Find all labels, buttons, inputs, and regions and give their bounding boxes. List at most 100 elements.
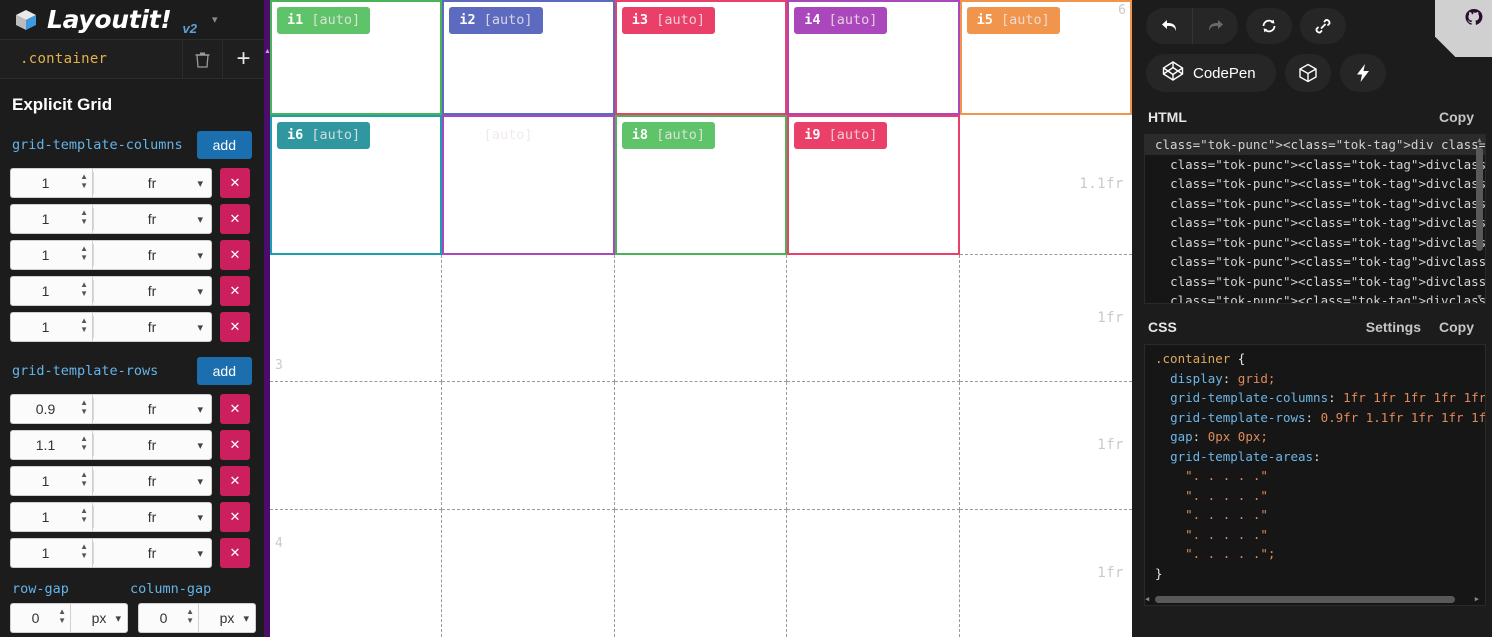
github-corner[interactable]	[1435, 0, 1492, 57]
spinner-arrows-icon[interactable]: ▲ ▼	[80, 244, 88, 262]
grid-item-badge[interactable]: i7 [auto]	[459, 126, 533, 143]
grid-item-i4[interactable]: i4 [auto]	[787, 0, 960, 115]
add-column-button[interactable]: add	[196, 131, 252, 159]
column-track-value[interactable]	[11, 313, 92, 341]
scroll-down-icon[interactable]: ▼	[1477, 293, 1482, 301]
grid-cell[interactable]	[442, 382, 615, 510]
row-gap-unit-select[interactable]: px ▾	[70, 603, 128, 633]
css-copy-button[interactable]: Copy	[1439, 319, 1474, 335]
html-code-line[interactable]: class="tok-punc"><class="tok-tag">divcla…	[1170, 293, 1486, 304]
column-gap-value[interactable]	[139, 604, 198, 632]
css-h-scrollbar[interactable]: ◀ ▶	[1145, 595, 1479, 603]
grid-cell[interactable]	[614, 382, 788, 510]
html-scroll-thumb[interactable]	[1476, 147, 1483, 251]
grid-item-badge[interactable]: i3 [auto]	[621, 7, 715, 34]
grid-cell[interactable]: 1fr	[960, 510, 1132, 637]
grid-cell[interactable]	[787, 509, 960, 637]
html-code-line[interactable]: class="tok-punc"><class="tok-tag">divcla…	[1170, 234, 1486, 250]
column-track-value-input[interactable]: ▲▼	[10, 276, 92, 306]
link-icon[interactable]	[1300, 8, 1346, 44]
grid-item-i7[interactable]: i7 [auto]	[442, 114, 615, 255]
redo-arrow-icon[interactable]	[1192, 8, 1238, 44]
row-track-value[interactable]	[11, 503, 92, 531]
spinner-arrows-icon[interactable]: ▲ ▼	[80, 542, 88, 560]
column-track-unit-select[interactable]: fr ▾	[92, 168, 212, 198]
spinner-arrows-icon[interactable]: ▲ ▼	[80, 398, 88, 416]
html-code-line[interactable]: class="tok-punc"><class="tok-tag">div cl…	[1145, 135, 1485, 155]
plus-icon[interactable]: +	[222, 40, 264, 78]
column-track-remove-button[interactable]: ✕	[220, 240, 250, 270]
column-track-remove-button[interactable]: ✕	[220, 276, 250, 306]
html-code-line[interactable]: class="tok-punc"><class="tok-tag">divcla…	[1170, 156, 1486, 172]
grid-item-badge[interactable]: i5 [auto]	[966, 7, 1060, 34]
grid-item-badge[interactable]: i1 [auto]	[277, 7, 371, 34]
column-track-value-input[interactable]: ▲▼	[10, 312, 92, 342]
css-scroll-thumb[interactable]	[1155, 596, 1455, 603]
column-track-value-input[interactable]: ▲▼	[10, 204, 92, 234]
html-code-line[interactable]: class="tok-punc"><class="tok-tag">divcla…	[1170, 176, 1486, 191]
grid-item-badge[interactable]: i9 [auto]	[794, 121, 888, 149]
grid-cell[interactable]: 1.1fr	[959, 115, 1132, 255]
sidebar-resize-rail[interactable]	[264, 0, 270, 637]
css-code-editor[interactable]: .container { display: grid; grid-templat…	[1144, 344, 1486, 606]
grid-cell[interactable]	[270, 254, 443, 383]
css-code-line[interactable]: ". . . . ."	[1155, 526, 1268, 542]
row-track-value-input[interactable]: ▲▼	[10, 430, 92, 460]
grid-item-badge[interactable]: i8 [auto]	[621, 121, 715, 149]
grid-item-i3[interactable]: i3 [auto]	[614, 0, 788, 115]
row-gap-value[interactable]	[11, 604, 70, 632]
scroll-up-icon[interactable]: ▲	[1477, 136, 1482, 144]
rail-collapse-icon[interactable]: ▲	[264, 48, 271, 55]
row-track-value-input[interactable]: ▲▼	[10, 502, 92, 532]
column-track-value[interactable]	[11, 169, 92, 197]
grid-cell[interactable]	[614, 254, 788, 383]
html-code-editor[interactable]: class="tok-punc"><class="tok-tag">div cl…	[1144, 134, 1486, 304]
row-track-value[interactable]	[11, 395, 92, 423]
spinner-arrows-icon[interactable]: ▲ ▼	[80, 208, 88, 226]
column-track-value-input[interactable]: ▲▼	[10, 168, 92, 198]
grid-cell[interactable]	[615, 509, 788, 637]
grid-item-i8[interactable]: i8 [auto]	[614, 114, 788, 255]
column-gap-unit-select[interactable]: px ▾	[198, 603, 256, 633]
html-code-line[interactable]: class="tok-punc"><class="tok-tag">divcla…	[1170, 273, 1486, 289]
html-code-line[interactable]: class="tok-punc"><class="tok-tag">divcla…	[1170, 215, 1486, 230]
column-track-remove-button[interactable]: ✕	[220, 204, 250, 234]
selector-label[interactable]: .container	[20, 51, 108, 68]
grid-cell[interactable]	[442, 254, 615, 383]
css-code-line[interactable]: grid-template-areas:	[1170, 448, 1321, 464]
column-track-value[interactable]	[11, 277, 92, 305]
spinner-arrows-icon[interactable]: ▲ ▼	[80, 172, 88, 190]
column-gap-input[interactable]: ▲▼	[138, 603, 198, 633]
row-track-unit-select[interactable]: fr ▾	[92, 394, 212, 424]
cube-icon[interactable]	[1284, 54, 1331, 92]
css-code-line[interactable]: ". . . . ."	[1155, 507, 1268, 522]
spinner-arrows-icon[interactable]: ▲ ▼	[80, 470, 88, 488]
grid-item-i6[interactable]: i6 [auto]	[270, 114, 443, 255]
css-code-line[interactable]: .container {	[1155, 351, 1246, 366]
css-code-line[interactable]: grid-template-rows: 0.9fr 1.1fr 1fr 1fr …	[1170, 409, 1486, 425]
row-track-value-input[interactable]: ▲▼	[10, 394, 92, 424]
css-code-line[interactable]: gap: 0px 0px;	[1170, 429, 1268, 444]
spinner-arrows-icon[interactable]: ▲ ▼	[58, 607, 66, 625]
row-track-value[interactable]	[11, 467, 92, 495]
column-track-value-input[interactable]: ▲▼	[10, 240, 92, 270]
spinner-arrows-icon[interactable]: ▲ ▼	[80, 434, 88, 452]
row-track-value-input[interactable]: ▲▼	[10, 538, 92, 568]
grid-item-i1[interactable]: i1 [auto]	[270, 0, 443, 115]
grid-item-i5[interactable]: i5 [auto]	[959, 0, 1132, 115]
css-code-line[interactable]: display: grid;	[1170, 370, 1276, 386]
trash-icon[interactable]	[182, 40, 222, 78]
css-code-line[interactable]: ". . . . ."	[1155, 487, 1268, 503]
css-settings-button[interactable]: Settings	[1365, 319, 1421, 335]
column-track-unit-select[interactable]: fr ▾	[92, 240, 212, 270]
grid-cell[interactable]	[442, 509, 615, 637]
css-code-line[interactable]: ". . . . .";	[1155, 546, 1276, 561]
spinner-arrows-icon[interactable]: ▲ ▼	[80, 316, 88, 334]
html-scrollbar[interactable]: ▲ ▼	[1476, 137, 1483, 301]
row-track-value[interactable]	[11, 539, 92, 567]
row-track-unit-select[interactable]: fr ▾	[92, 430, 212, 460]
grid-cell[interactable]	[787, 382, 960, 510]
scroll-left-icon[interactable]: ◀	[1145, 595, 1150, 603]
grid-cell[interactable]: 1fr	[959, 382, 1132, 510]
html-code-line[interactable]: class="tok-punc"><class="tok-tag">divcla…	[1170, 254, 1486, 269]
